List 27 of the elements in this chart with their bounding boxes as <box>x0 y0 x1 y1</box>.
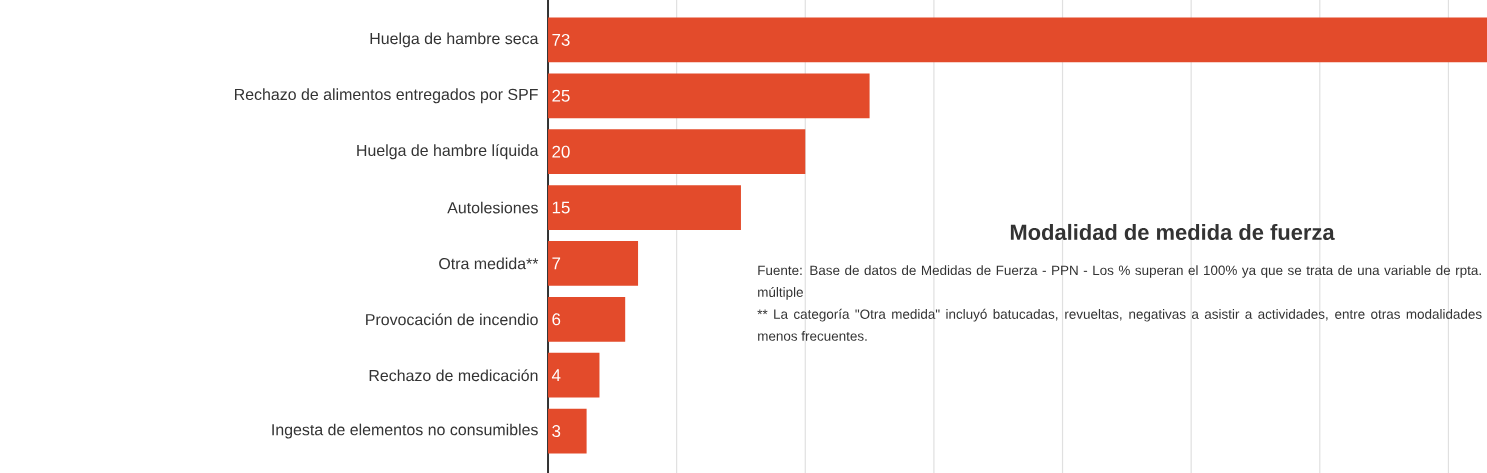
bar <box>548 17 1487 63</box>
y-tick-label: Rechazo de alimentos entregados por SPF <box>235 88 538 104</box>
data-label: 73 <box>552 33 570 46</box>
annotation: ** La categoría "Otra medida" incluyó batucadas, revueltas, negativas a asistir a actividades, entre otras modalidades menos frecuentes. <box>757 308 1482 341</box>
y-tick-label: Provocación de incendio <box>366 313 538 326</box>
data-label: 20 <box>552 145 570 158</box>
bar <box>548 241 639 286</box>
data-label: 7 <box>552 257 561 270</box>
bar <box>548 296 626 342</box>
y-tick-label: Autolesiones <box>447 201 538 214</box>
data-label: 4 <box>551 369 561 382</box>
bar <box>548 408 587 454</box>
text: Modalidad de medida de fuerza <box>1010 223 1335 241</box>
y-tick-label: Huelga de hambre seca <box>370 32 539 48</box>
data-label: 3 <box>552 425 561 438</box>
y-tick-label: Otra medida** <box>439 257 539 270</box>
bar <box>548 185 741 230</box>
y-tick-label: Huelga de hambre líquida <box>357 144 539 160</box>
y-tick-label: Ingesta de elementos no consumibles <box>272 423 538 439</box>
annotation: Fuente: Base de datos de Medidas de Fuerza - PPN - Los % superan el 100% ya que se trata de una variable de rpta. múltiple <box>758 265 1481 300</box>
bar <box>548 73 870 119</box>
data-label: 25 <box>552 89 570 102</box>
bar <box>548 129 806 175</box>
data-label: 6 <box>552 313 561 326</box>
y-tick-label: Rechazo de medicación <box>369 369 538 382</box>
data-label: 15 <box>552 201 570 214</box>
bar <box>548 352 600 398</box>
